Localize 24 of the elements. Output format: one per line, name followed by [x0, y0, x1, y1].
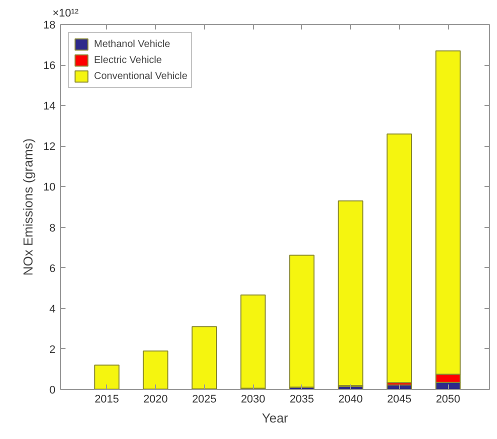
legend-label: Methanol Vehicle: [94, 38, 170, 50]
x-tick-label: 2035: [290, 394, 314, 406]
x-tick-label: 2015: [94, 394, 120, 406]
x-tick-label: 2025: [192, 394, 217, 406]
y-tick-label: 2: [49, 344, 56, 356]
y-tick-label: 16: [43, 60, 56, 72]
y-tick-label: 4: [49, 303, 56, 316]
legend-label: Electric Vehicle: [94, 54, 162, 66]
y-tick-label: 12: [43, 141, 56, 154]
y-tick-label: 0: [49, 384, 56, 396]
x-tick-label: 2020: [143, 394, 168, 406]
x-axis-title: Year: [262, 410, 289, 426]
x-tick-label: 2050: [436, 394, 460, 406]
y-tick-label: 18: [43, 20, 56, 32]
x-tick-label: 2045: [387, 394, 412, 406]
y-tick-label: 14: [43, 100, 56, 113]
x-tick-label: 2040: [338, 394, 363, 406]
y-tick-label: 6: [49, 262, 56, 275]
legend-label: Conventional Vehicle: [94, 70, 188, 82]
y-tick-label: 8: [49, 222, 56, 234]
text: ×10¹²: [52, 8, 79, 20]
x-tick-label: 2030: [240, 394, 266, 406]
y-axis-title: NOx Emissions (grams): [20, 138, 36, 276]
y-tick-label: 10: [43, 182, 56, 194]
